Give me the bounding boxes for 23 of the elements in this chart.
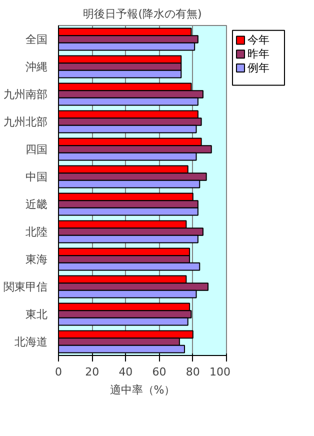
x-tick-label: 60 <box>152 366 166 378</box>
x-tick-label: 80 <box>186 366 200 378</box>
y-tick-label: 九州南部 <box>4 88 48 101</box>
y-tick-label: 四国 <box>26 142 48 156</box>
chart-title: 明後日予報(降水の有無) <box>83 8 202 20</box>
x-tick-label: 100 <box>210 366 231 378</box>
y-tick-label: 北陸 <box>26 225 48 238</box>
x-tick-label: 20 <box>85 366 100 378</box>
y-tick-label: 関東甲信 <box>4 280 48 294</box>
legend-label: 今年 <box>248 34 270 47</box>
y-tick-label: 九州北部 <box>4 115 48 128</box>
y-tick-label: 全国 <box>26 32 48 46</box>
y-tick-label: 中国 <box>26 170 48 184</box>
y-tick-label: 沖縄 <box>26 60 48 74</box>
x-axis-title: 適中率（%） <box>110 384 176 396</box>
y-tick-label: 北海道 <box>14 335 48 348</box>
x-tick-label: 0 <box>55 366 62 378</box>
legend-label: 昨年 <box>248 48 270 61</box>
y-tick-label: 近畿 <box>26 198 48 211</box>
y-tick-label: 東海 <box>26 252 48 266</box>
x-tick-label: 40 <box>118 366 133 378</box>
legend-label: 例年 <box>248 62 270 75</box>
y-tick-label: 東北 <box>26 308 48 321</box>
